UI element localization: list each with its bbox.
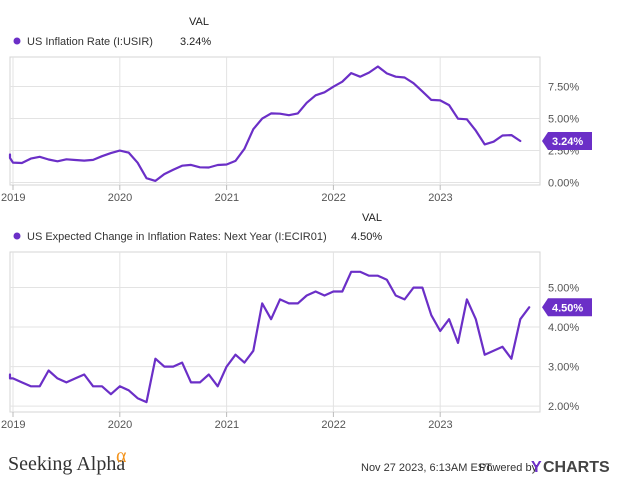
y-tick-label: 0.00%	[548, 177, 579, 189]
y-tick-label: 3.00%	[548, 362, 579, 374]
x-tick-label: 2023	[428, 419, 452, 431]
legend-label-2: US Expected Change in Inflation Rates: N…	[27, 231, 327, 243]
series-line	[8, 270, 531, 404]
y-tick-label: 5.00%	[548, 113, 579, 125]
value-badge-text: 4.50%	[552, 302, 583, 314]
series-line-2	[8, 270, 531, 404]
timestamp: Nov 27 2023, 6:13AM EST.	[361, 462, 494, 474]
y-tick-label: 5.00%	[548, 283, 579, 295]
plot-frame-1	[9, 56, 541, 186]
x-tick-label: 2022	[321, 192, 345, 204]
seeking-alpha-wordmark: Seeking Alpha	[8, 453, 125, 475]
x-axis-2: 2019 2020 2021 2022 2023	[1, 412, 453, 431]
seeking-alpha-logo: Seeking Alpha α	[8, 445, 127, 475]
value-badge-2: 4.50%	[542, 298, 592, 317]
ycharts-rest: CHARTS	[543, 459, 610, 476]
legend-dot-2	[13, 232, 21, 240]
plot-frame-2	[9, 251, 541, 413]
x-tick-label: 2020	[108, 419, 132, 431]
x-tick-label: 2022	[321, 419, 345, 431]
value-badge-1: 3.24%	[542, 131, 592, 150]
alpha-symbol: α	[116, 445, 127, 467]
y-axis-2: 2.00% 3.00% 4.00% 5.00%	[548, 283, 579, 414]
value-header-2: VAL	[362, 212, 382, 224]
series-line-1	[8, 65, 522, 182]
x-tick-label: 2019	[1, 419, 25, 431]
legend-value-2: 4.50%	[351, 231, 382, 243]
value-badge-text: 3.24%	[552, 136, 583, 148]
x-tick-label: 2020	[108, 192, 132, 204]
x-tick-label: 2023	[428, 192, 452, 204]
y-tick-label: 4.00%	[548, 322, 579, 334]
gridlines-1	[10, 57, 540, 185]
powered-by: Powered by	[479, 462, 538, 474]
value-badge-shape	[542, 298, 592, 317]
x-tick-label: 2021	[215, 419, 239, 431]
series-line	[8, 65, 522, 182]
legend-label-1: US Inflation Rate (I:USIR)	[27, 36, 153, 48]
value-badge-shape	[542, 131, 592, 150]
x-tick-label: 2021	[215, 192, 239, 204]
ycharts-logo: Y CHARTS	[531, 459, 610, 476]
legend-value-1: 3.24%	[180, 36, 211, 48]
x-axis-1: 2019 2020 2021 2022 2023	[1, 185, 453, 204]
y-tick-label: 2.00%	[548, 401, 579, 413]
y-tick-label: 7.50%	[548, 81, 579, 93]
x-tick-label: 2019	[1, 192, 25, 204]
plot-area-2: 2.00% 3.00% 4.00% 5.00% 2019 2020 2021 2022 202…	[1, 251, 592, 431]
plot-area-1: 0.00%2.50%5.00%7.50% 2019 2020 2021 2022 202…	[1, 56, 592, 204]
ycharts-y: Y	[531, 459, 542, 476]
legend-dot-1	[13, 37, 21, 45]
value-header-1: VAL	[189, 16, 209, 28]
